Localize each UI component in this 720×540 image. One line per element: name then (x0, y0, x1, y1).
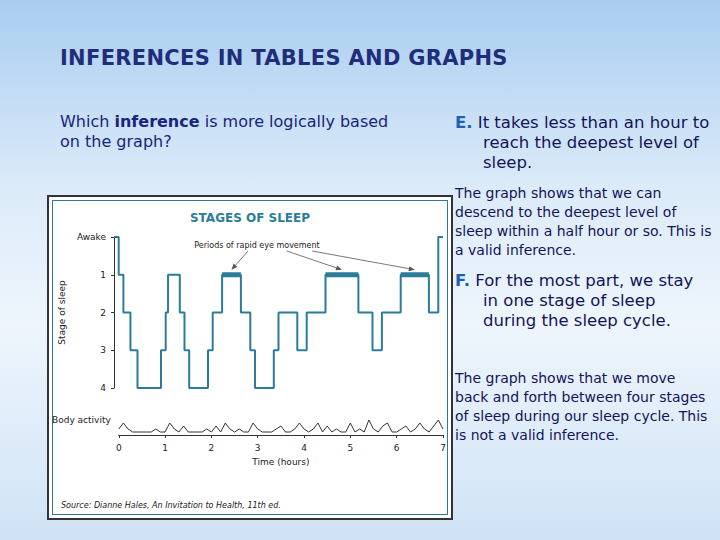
svg-text:3: 3 (100, 345, 106, 355)
svg-text:3: 3 (255, 443, 261, 453)
svg-text:Awake: Awake (77, 232, 107, 242)
svg-text:4: 4 (100, 383, 106, 393)
svg-text:0: 0 (116, 443, 122, 453)
html-text:Which inference is more logica: Which inference is more logically based … (60, 112, 389, 151)
html-text:The graph shows that we move b: The graph shows that we move back and fo… (455, 370, 708, 443)
svg-text:Source: Dianne Hales, An Invit: Source: Dianne Hales, An Invitation to H… (61, 501, 281, 510)
svg-text:Body activity: Body activity (52, 415, 111, 425)
html-text:The graph shows that we can de: The graph shows that we can descend to t… (455, 185, 712, 258)
html-text:E. It takes less than an hour: E. It takes less than an hour to reach t… (455, 113, 710, 172)
svg-text:STAGES OF SLEEP: STAGES OF SLEEP (190, 211, 310, 225)
html-text:INFERENCES IN TABLES AND GRAPH: INFERENCES IN TABLES AND GRAPHS (60, 46, 508, 70)
svg-text:1: 1 (100, 270, 106, 280)
svg-text:Periods of rapid eye movement: Periods of rapid eye movement (194, 241, 319, 250)
svg-text:7: 7 (440, 443, 446, 453)
svg-text:1: 1 (162, 443, 168, 453)
svg-text:2: 2 (100, 308, 106, 318)
svg-text:6: 6 (394, 443, 400, 453)
svg-text:2: 2 (209, 443, 215, 453)
svg-text:Time (hours): Time (hours) (251, 457, 309, 467)
svg-text:4: 4 (301, 443, 307, 453)
html-text:F. For the most part, we stay: F. For the most part, we stay in one sta… (455, 271, 694, 330)
svg-text:Stage of sleep: Stage of sleep (57, 280, 67, 345)
svg-text:5: 5 (347, 443, 353, 453)
